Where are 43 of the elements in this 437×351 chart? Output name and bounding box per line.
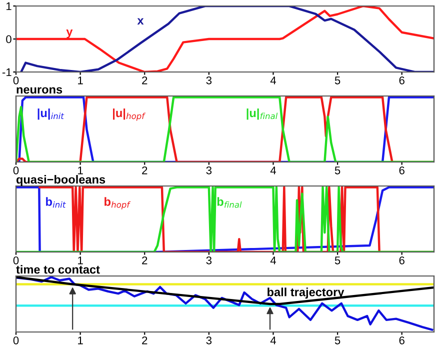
- chart-title: time to contact: [16, 264, 100, 274]
- y-tick-label: -1: [2, 68, 12, 76]
- x-tick-label: 0: [13, 336, 19, 344]
- series-label: |u|$_{init}$: [38, 108, 64, 120]
- x-tick-label: 1: [78, 76, 83, 84]
- series-label: x: [137, 18, 144, 24]
- x-tick-label: 4: [270, 76, 276, 84]
- x-tick-label: 3: [206, 76, 212, 84]
- x-tick-label: 1: [78, 256, 83, 264]
- series-label: ball trajectory: [268, 288, 344, 299]
- x-tick-label: 4: [270, 256, 276, 264]
- x-tick-label: 1: [78, 336, 83, 344]
- x-tick-label: 6: [399, 166, 404, 174]
- x-tick-label: 3: [206, 336, 212, 344]
- x-tick-label: 0: [13, 256, 19, 264]
- x-tick-label: 2: [142, 256, 148, 264]
- y-tick-label: 0: [6, 35, 12, 44]
- series-label: y: [66, 29, 73, 38]
- x-tick-label: 6: [399, 336, 404, 344]
- x-tick-label: 0: [13, 76, 19, 84]
- x-tick-label: 3: [206, 166, 212, 174]
- chart-title: neurons: [16, 87, 62, 94]
- x-tick-label: 0: [13, 166, 19, 174]
- series-label: b$_{final}$: [217, 197, 242, 208]
- x-tick-label: 5: [334, 336, 340, 344]
- series-label: b$_{init}$: [46, 197, 66, 208]
- x-tick-label: 3: [206, 256, 212, 264]
- chart-title: quasi−booleans: [16, 174, 106, 186]
- x-tick-label: 4: [270, 336, 276, 344]
- x-tick-label: 5: [334, 256, 340, 264]
- y-tick-label: 1: [6, 2, 12, 10]
- x-tick-label: 2: [142, 336, 148, 344]
- x-tick-label: 5: [334, 166, 340, 174]
- x-tick-label: 6: [399, 256, 404, 264]
- x-tick-label: 1: [78, 166, 83, 174]
- series-label: |u|$_{hopf}$: [113, 108, 146, 121]
- x-tick-label: 2: [142, 166, 148, 174]
- series-label: b$_{hopf}$: [104, 197, 131, 210]
- x-tick-label: 5: [334, 76, 340, 84]
- series-label: |u|$_{final}$: [246, 108, 278, 120]
- x-tick-label: 6: [399, 76, 404, 84]
- x-tick-label: 4: [270, 166, 276, 174]
- x-tick-label: 2: [142, 76, 148, 84]
